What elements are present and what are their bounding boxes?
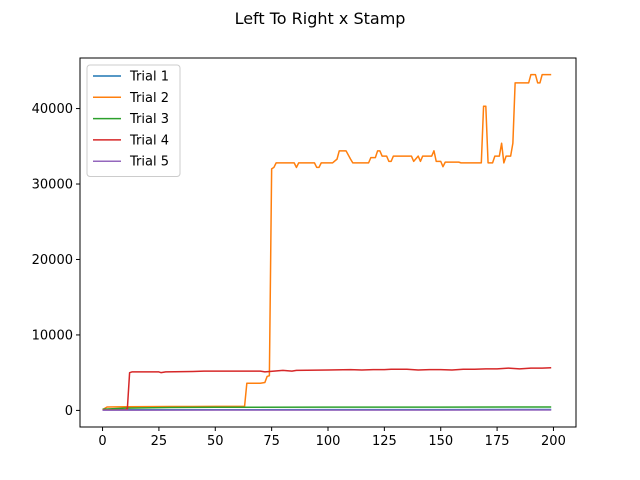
series-line-trial-3 (102, 406, 552, 411)
x-tick-label: 100 (316, 434, 341, 449)
legend-label-trial-3: Trial 3 (129, 112, 169, 127)
x-tick-label: 175 (485, 434, 510, 449)
chart-title: Left To Right x Stamp (235, 9, 406, 28)
y-tick-label: 0 (65, 404, 73, 419)
legend-box (86, 64, 181, 177)
x-tick-label: 125 (372, 434, 397, 449)
x-tick-label: 200 (541, 434, 566, 449)
y-tick-label: 40000 (32, 102, 73, 117)
series-line-trial-2 (102, 73, 552, 411)
y-tick-label: 30000 (32, 178, 73, 193)
x-tick-label: 50 (207, 434, 224, 449)
y-tick-label: 10000 (32, 328, 73, 343)
legend-label-trial-5: Trial 5 (129, 155, 169, 170)
legend-label-trial-2: Trial 2 (129, 91, 169, 106)
legend-label-trial-4: Trial 4 (129, 133, 169, 148)
x-tick-label: 0 (98, 434, 106, 449)
plot-area (102, 73, 552, 411)
legend-label-trial-1: Trial 1 (129, 70, 169, 85)
x-tick-label: 25 (151, 434, 168, 449)
series-line-trial-4 (102, 367, 552, 411)
y-axis: 0 10000 20000 30000 40000 (32, 102, 80, 419)
y-tick-label: 20000 (32, 253, 73, 268)
legend: Trial 1 Trial 2 Trial 3 Trial 4 Trial 5 (86, 64, 181, 177)
x-tick-label: 75 (263, 434, 280, 449)
x-tick-label: 150 (428, 434, 453, 449)
x-axis: 0 25 50 75 100 125 150 175 200 (98, 427, 566, 449)
axes-frame (79, 57, 577, 428)
